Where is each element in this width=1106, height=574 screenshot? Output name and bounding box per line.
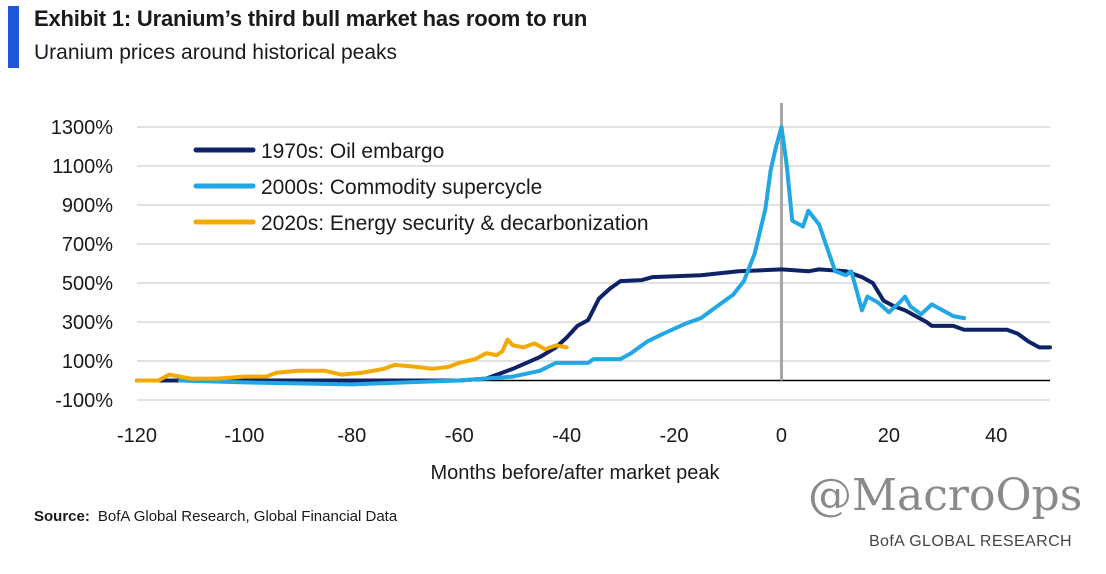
chart-title: Exhibit 1: Uranium’s third bull market h…: [34, 6, 588, 31]
y-tick-label: -100%: [55, 390, 113, 412]
x-tick-label: -80: [337, 425, 366, 447]
legend-item-1970s-label: 1970s: Oil embargo: [261, 140, 444, 163]
legend-item-2020s-label: 2020s: Energy security & decarbonization: [261, 212, 649, 235]
y-tick-label: 300%: [62, 312, 113, 334]
y-tick-label: 100%: [62, 351, 113, 373]
x-tick-label: 20: [878, 425, 900, 447]
x-tick-label: -100: [224, 425, 264, 447]
brand-footer: BofA GLOBAL RESEARCH: [868, 533, 1072, 550]
source-note: Source: BofA Global Research, Global Fina…: [34, 508, 397, 525]
title-accent-bar: [8, 6, 19, 68]
x-axis-label: Months before/after market peak: [430, 462, 720, 484]
x-tick-label: 0: [776, 425, 787, 447]
source-text: BofA Global Research, Global Financial D…: [97, 508, 398, 525]
legend-item-2000s-label: 2000s: Commodity supercycle: [261, 176, 542, 199]
x-tick-label: 40: [985, 425, 1007, 447]
series-line-1970s: [135, 267, 1052, 383]
source-label: Source:: [34, 508, 90, 525]
macroops-watermark: @MacroOps: [808, 470, 1083, 521]
y-tick-label: 1100%: [52, 156, 113, 178]
x-tick-label: -120: [117, 425, 157, 447]
y-tick-label: 900%: [62, 195, 113, 217]
y-tick-label: 500%: [62, 273, 113, 295]
x-tick-label: -40: [552, 425, 581, 447]
x-tick-label: -60: [445, 425, 474, 447]
chart-subtitle: Uranium prices around historical peaks: [34, 41, 397, 64]
series-line-2020s: [135, 337, 569, 383]
y-tick-label: 1300%: [51, 117, 113, 139]
x-tick-label: -20: [660, 425, 689, 447]
series-line-2000s: [178, 125, 967, 387]
y-tick-label: 700%: [62, 234, 113, 256]
